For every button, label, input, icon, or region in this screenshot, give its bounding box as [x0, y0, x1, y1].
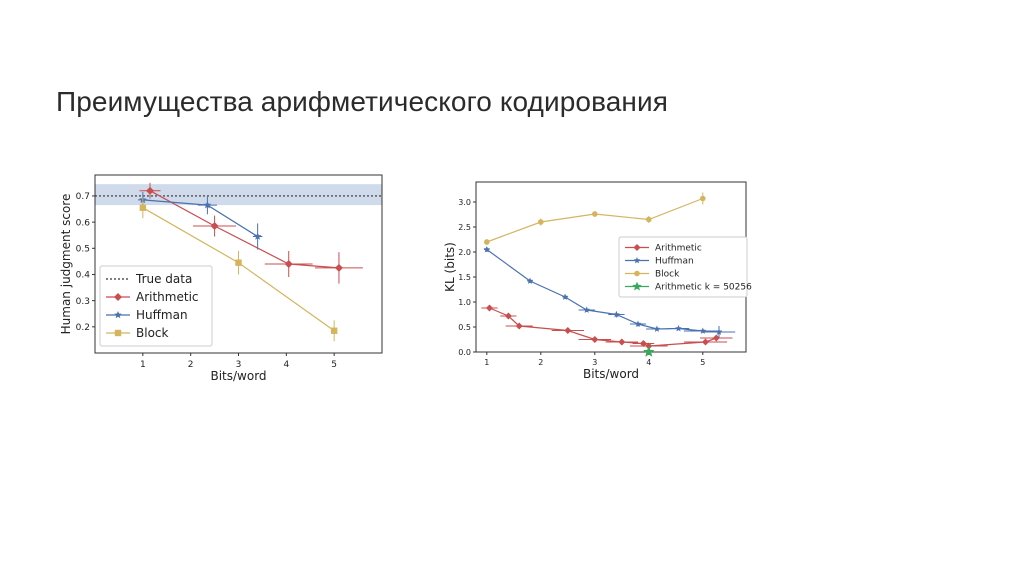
human-judgment-chart-svg: 1 2 3 4 5 0.2 0.3 0.4 0.5 0.6 0.7 Bits/word Human ju… — [59, 174, 383, 383]
right-x-tick-label: 2 — [538, 358, 543, 367]
right-arithmetic-point — [639, 340, 647, 347]
right-huffman-point — [715, 328, 723, 335]
left-x-axis-label: Bits/word — [210, 369, 266, 383]
left-series-block — [139, 197, 338, 342]
left-block-point — [235, 259, 242, 266]
left-legend-label-block: Block — [136, 326, 169, 340]
right-y-tick-label: 1.0 — [458, 298, 471, 307]
left-legend-box — [99, 265, 213, 347]
right-huffman-point — [613, 311, 620, 318]
right-y-tick-label: 1.5 — [458, 273, 471, 282]
left-y-tick-label: 0.6 — [76, 218, 91, 228]
left-y-tick-label: 0.3 — [76, 297, 90, 307]
right-arithmetic-point — [564, 327, 572, 334]
left-arithmetic-line — [149, 190, 339, 269]
right-legend-label-block: Block — [655, 270, 680, 280]
left-y-tick-label: 0.7 — [76, 192, 90, 202]
right-arithmetic-point — [504, 312, 512, 320]
kl-divergence-chart: 1 2 3 4 5 0.0 0.5 1.0 1.5 2.0 2.5 3.0 Bits/word KL (b… — [443, 176, 756, 381]
right-legend-huffman-marker — [633, 257, 641, 264]
right-arithmetic-point — [486, 304, 493, 312]
right-y-tick-label: 0.0 — [458, 348, 471, 357]
right-huffman-point — [561, 293, 569, 300]
human-judgment-chart: 1 2 3 4 5 0.2 0.3 0.4 0.5 0.6 0.7 Bits/word Human ju… — [58, 170, 388, 385]
right-x-tick-label: 3 — [592, 358, 597, 367]
left-huffman-point — [253, 232, 262, 240]
right-legend-arithmetic-k-50256-marker — [632, 281, 642, 291]
left-arithmetic-point — [334, 263, 343, 272]
right-arithmetic-line — [489, 307, 717, 347]
left-block-point — [139, 204, 147, 211]
right-x-axis-label: Bits/word — [583, 367, 639, 381]
left-huffman-point — [203, 201, 212, 209]
right-x-tick-label: 1 — [484, 358, 489, 367]
left-arithmetic-point — [210, 222, 219, 231]
right-legend-block-marker — [634, 270, 640, 277]
left-x-tick-label: 1 — [140, 360, 146, 370]
left-arithmetic-point — [146, 186, 155, 195]
left-reference-band — [95, 184, 382, 206]
right-huffman-point — [526, 277, 534, 284]
right-block-point — [592, 211, 598, 217]
right-block-line — [486, 197, 704, 243]
left-y-tick-label: 0.4 — [76, 271, 91, 281]
right-legend-label-arithmetic-k-50256: Arithmetic k = 50256 — [655, 283, 752, 293]
right-legend-arithmetic-marker — [633, 244, 641, 251]
left-x-tick-label: 2 — [188, 360, 194, 370]
right-arithmetic-point — [515, 322, 523, 330]
right-y-tick-label: 2.5 — [458, 223, 471, 232]
right-arithmetic-point — [702, 338, 709, 346]
right-series-arithmetic-k-50256 — [643, 346, 655, 357]
right-y-tick-label: 2.0 — [458, 248, 471, 257]
left-legend-block-marker — [114, 329, 122, 337]
right-legend-label-arithmetic: Arithmetic — [655, 244, 702, 254]
right-huffman-point — [653, 325, 661, 332]
right-block-point — [538, 219, 544, 225]
left-legend-label-true-data: True data — [135, 272, 192, 286]
left-y-tick-label: 0.2 — [76, 323, 90, 333]
right-huffman-point — [583, 306, 591, 313]
right-huffman-line — [486, 249, 720, 333]
right-block-point — [484, 239, 490, 245]
right-huffman-point — [675, 325, 682, 332]
right-series-arithmetic — [481, 304, 733, 350]
right-legend-box — [618, 236, 748, 298]
slide-title: Преимущества арифметического кодирования — [56, 86, 668, 117]
right-y-tick-label: 0.5 — [458, 323, 471, 332]
right-arithmetic-point — [645, 342, 653, 350]
left-arithmetic-point — [284, 260, 293, 268]
right-arithmetic-point — [712, 334, 720, 342]
right-block-point — [646, 216, 652, 223]
kl-divergence-chart-svg: 1 2 3 4 5 0.0 0.5 1.0 1.5 2.0 2.5 3.0 Bits/word KL (b… — [443, 181, 752, 381]
left-x-tick-label: 5 — [331, 360, 337, 370]
right-series-huffman — [483, 246, 736, 338]
left-series-arithmetic — [139, 182, 363, 284]
right-series-block — [484, 192, 706, 245]
left-y-tick-label: 0.5 — [76, 244, 90, 254]
left-legend-arithmetic-marker — [114, 293, 122, 301]
right-y-tick-label: 3.0 — [458, 198, 471, 207]
left-legend-label-huffman: Huffman — [136, 308, 188, 322]
left-x-tick-label: 3 — [236, 360, 242, 370]
right-block-point — [700, 195, 706, 202]
right-y-axis-label: KL (bits) — [443, 242, 457, 292]
right-huffman-point — [483, 246, 491, 253]
right-x-tick-label: 4 — [646, 358, 651, 367]
left-y-axis-label: Human judgment score — [59, 194, 73, 335]
right-arithmetic-point — [618, 338, 626, 346]
right-arithmetic-point — [591, 336, 599, 343]
left-legend-label-arithmetic: Arithmetic — [136, 290, 199, 304]
right-arithmetic-k-50256-point — [643, 346, 655, 357]
right-legend: Arithmetic Huffman Block Arithmetic k = 502… — [618, 236, 752, 298]
left-legend: True data Arithmetic Huffman Block — [99, 265, 213, 347]
right-huffman-point — [634, 320, 642, 327]
right-x-tick-label: 5 — [700, 358, 705, 367]
left-legend-huffman-marker — [114, 311, 122, 319]
left-block-point — [330, 327, 338, 334]
right-huffman-point — [699, 327, 707, 334]
right-legend-label-huffman: Huffman — [655, 257, 694, 267]
left-x-tick-label: 4 — [283, 360, 289, 370]
